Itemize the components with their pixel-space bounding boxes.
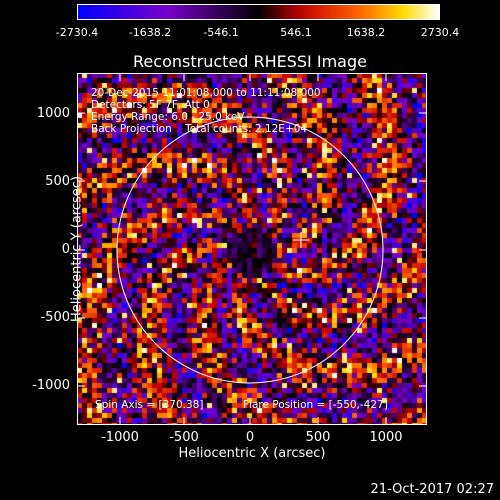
anno-energy: Energy Range: 6.0 - 25.0 keV	[91, 111, 245, 123]
colorbar-label: -546.1	[203, 26, 239, 39]
x-tick-label: 1000	[369, 430, 403, 445]
x-tick-label: 500	[305, 430, 331, 445]
anno-time: 20-Dec-2015 11:01:08.000 to 11:11:08.000	[91, 87, 321, 99]
colorbar-label: -2730.4	[55, 26, 99, 39]
plot-overlay	[77, 73, 427, 425]
colorbar-label: 546.1	[280, 26, 312, 39]
anno-detectors: Detectors: 5F 7F, Att 0	[91, 99, 210, 111]
x-tick-label: 0	[245, 430, 255, 445]
y-tick-label: -500	[40, 310, 70, 325]
plot-frame	[77, 73, 427, 425]
plot-title: Reconstructed RHESSI Image	[133, 52, 367, 71]
colorbar-label: 1638.2	[346, 26, 386, 39]
x-tick-label: -500	[169, 430, 199, 445]
rhessi-image	[77, 73, 427, 425]
colorbar-label: 2730.4	[420, 26, 460, 39]
y-tick-label: 500	[45, 174, 70, 189]
axis-ticks	[77, 73, 427, 425]
y-tick-label: -1000	[32, 378, 70, 393]
solar-image-plot: 20-Dec-2015 11:01:08.000 to 11:11:08.000…	[77, 73, 427, 425]
x-axis-label: Heliocentric X (arcsec)	[178, 446, 326, 461]
solar-limb-circle	[116, 116, 384, 384]
footer-date: 21-Oct-2017 02:27	[370, 482, 494, 497]
anno-spin-axis: Spin Axis = [370.38]	[95, 399, 204, 411]
y-axis-label: Heliocentric Y (arcsec)	[69, 176, 85, 322]
y-tick-label: 0	[61, 242, 70, 257]
anno-method: Back Projection Total counts: 2.12E+04	[91, 123, 308, 135]
x-tick-label: -1000	[101, 430, 139, 445]
y-tick-label: 1000	[36, 106, 70, 121]
colorbar-label: -1638.2	[128, 26, 172, 39]
anno-flare-position: Flare Position = [-550,-427]	[243, 399, 388, 411]
colorbar	[77, 4, 440, 20]
